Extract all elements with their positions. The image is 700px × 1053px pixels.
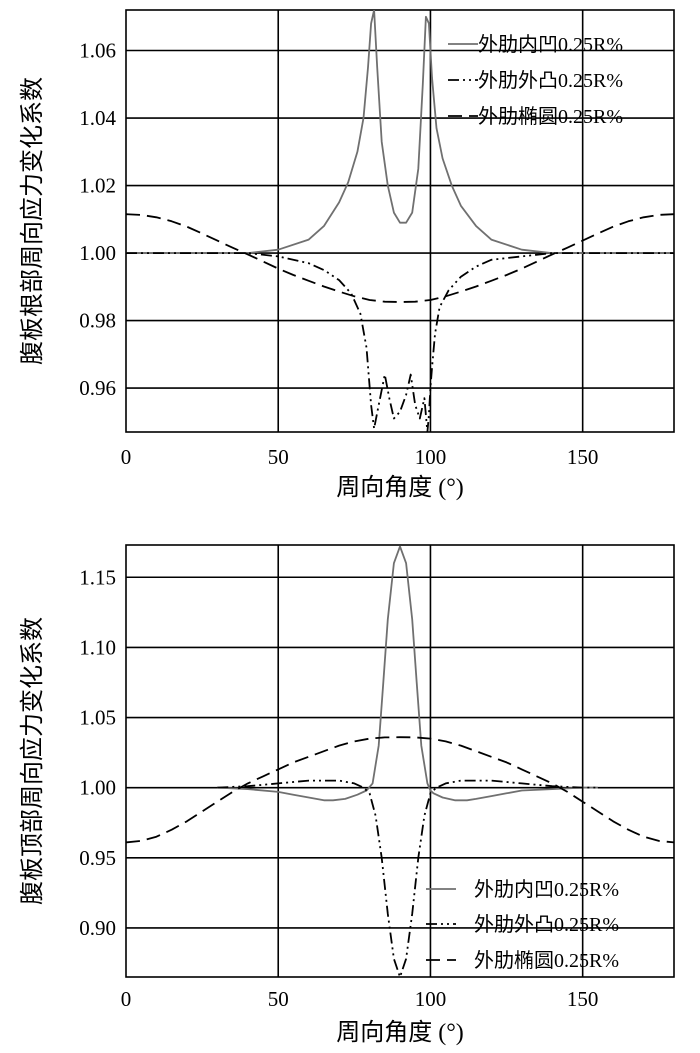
series-line-1 <box>217 779 598 977</box>
y-tick-label: 0.96 <box>79 376 116 400</box>
series-group <box>126 545 674 977</box>
legend-label-0: 外肋内凹0.25R% <box>474 878 619 901</box>
y-tick-label: 1.10 <box>79 635 116 659</box>
x-tick-label: 100 <box>415 445 447 469</box>
x-tick-label: 0 <box>121 445 132 469</box>
plot-frame <box>125 9 675 433</box>
x-tick-label: 0 <box>121 987 132 1011</box>
x-tick-label: 150 <box>567 987 599 1011</box>
y-axis-title: 腹板根部周向应力变化系数 <box>19 77 46 365</box>
legend: 外肋内凹0.25R% 外肋外凸0.25R% 外肋椭圆0.25R% <box>448 33 623 128</box>
plot-frame <box>125 544 675 978</box>
y-tick-label: 1.15 <box>79 565 116 589</box>
series-group <box>126 10 674 432</box>
legend-label-1: 外肋外凸0.25R% <box>478 69 623 92</box>
y-tick-label: 0.98 <box>79 309 116 333</box>
y-axis-title: 腹板顶部周向应力变化系数 <box>19 617 46 905</box>
y-tick-label: 0.90 <box>79 916 116 940</box>
y-tick-label: 1.05 <box>79 706 116 730</box>
x-axis-title: 周向角度 (°) <box>336 474 464 501</box>
x-tick-label: 50 <box>268 987 289 1011</box>
y-tick-label: 1.02 <box>79 174 116 198</box>
series-line-2 <box>126 736 674 844</box>
x-tick-label: 100 <box>415 987 447 1011</box>
chart-web-top-stress: 0.90 0.95 1.00 1.05 1.10 1.15 0 50 100 150 周向角度 (°… <box>19 544 675 1046</box>
legend-label-1: 外肋外凸0.25R% <box>474 913 619 936</box>
series-line-0 <box>126 10 674 255</box>
legend-label-0: 外肋内凹0.25R% <box>478 33 623 56</box>
y-tick-label: 1.06 <box>79 39 116 63</box>
chart-web-root-stress: 0.96 0.98 1.00 1.02 1.04 1.06 0 50 100 150 周向角度 (°… <box>19 9 675 501</box>
y-tick-label: 1.04 <box>79 106 116 130</box>
x-tick-label: 150 <box>567 445 599 469</box>
y-tick-label: 0.95 <box>79 846 116 870</box>
y-tick-label: 1.00 <box>79 776 116 800</box>
series-line-1 <box>126 252 674 432</box>
legend: 外肋内凹0.25R% 外肋外凸0.25R% 外肋椭圆0.25R% <box>426 878 619 972</box>
x-axis-title: 周向角度 (°) <box>336 1019 464 1046</box>
legend-label-2: 外肋椭圆0.25R% <box>478 105 623 128</box>
legend-label-2: 外肋椭圆0.25R% <box>474 949 619 972</box>
x-tick-label: 50 <box>268 445 289 469</box>
series-line-0 <box>217 545 598 802</box>
y-tick-label: 1.00 <box>79 241 116 265</box>
series-line-2 <box>126 213 674 303</box>
